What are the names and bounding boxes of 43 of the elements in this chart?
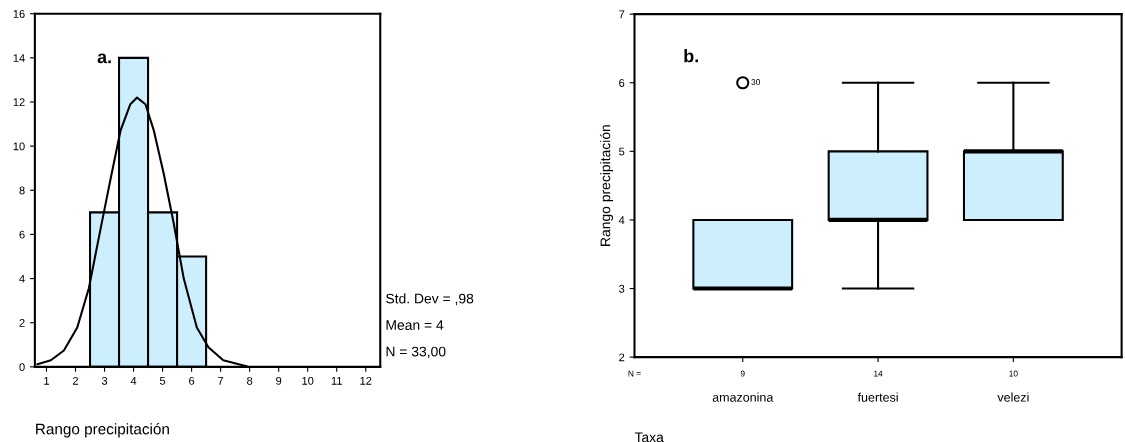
y-tick-label: 0 <box>19 363 25 371</box>
x-tick-label: 1 <box>44 376 50 385</box>
y-tick-label: 2 <box>19 318 25 327</box>
y-tick-label: 4 <box>19 274 25 283</box>
y-tick-label: 5 <box>619 147 625 156</box>
text: 9 <box>740 370 745 377</box>
x-tick-label: 9 <box>276 376 282 385</box>
y-tick-label: 10 <box>13 142 25 151</box>
x-tick-label: 5 <box>159 376 166 385</box>
text: 10 <box>1009 370 1018 377</box>
y-axis-title: Rango precipitación <box>599 125 614 246</box>
annotation: b. <box>684 49 699 63</box>
y-tick-label: 7 <box>619 10 625 19</box>
y-tick-label: 6 <box>19 230 25 239</box>
y-tick-label: 12 <box>13 98 25 107</box>
y-tick-label: 3 <box>619 284 625 293</box>
annotation: a. <box>97 53 111 64</box>
x-tick-label: 12 <box>360 376 372 385</box>
annotation: 30 <box>751 79 761 85</box>
text: N = <box>628 370 641 377</box>
x-tick-label: 11 <box>331 376 342 385</box>
x-tick-label: fuertesi <box>857 392 898 402</box>
x-axis-title: Taxa <box>634 432 664 442</box>
x-tick-label: 7 <box>218 376 224 385</box>
y-tick-label: 6 <box>619 79 625 87</box>
text: Std. Dev = ,98 <box>386 293 474 306</box>
y-tick-label: 14 <box>13 54 25 62</box>
x-tick-label: velezi <box>997 392 1029 402</box>
y-tick-label: 16 <box>13 9 25 18</box>
y-tick-label: 2 <box>619 353 625 362</box>
x-tick-label: 10 <box>302 376 314 385</box>
x-tick-label: amazonina <box>712 392 774 402</box>
x-tick-label: 8 <box>247 376 253 385</box>
y-tick-label: 8 <box>19 186 25 195</box>
x-tick-label: 2 <box>72 376 79 385</box>
y-tick-label: 4 <box>618 216 625 224</box>
text: N = 33,00 <box>386 346 446 359</box>
x-tick-label: 3 <box>101 376 108 385</box>
text: Mean = 4 <box>386 320 444 330</box>
x-tick-label: 4 <box>130 376 137 385</box>
x-tick-label: 6 <box>189 376 195 385</box>
text: 14 <box>874 370 883 377</box>
x-axis-title: Rango precipitación <box>36 423 169 438</box>
